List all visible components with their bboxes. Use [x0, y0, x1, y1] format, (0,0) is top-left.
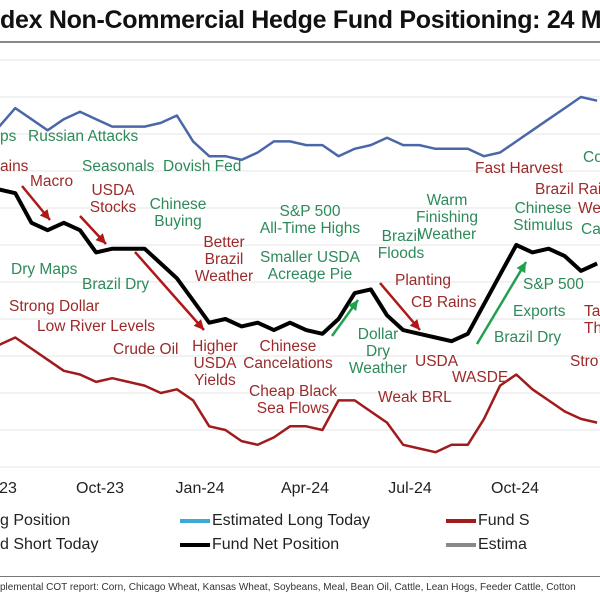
- legend-label: g Position: [0, 512, 71, 529]
- annotation-label: Chinese Stimulus: [513, 200, 573, 234]
- annotation-label: Brazil Floods: [377, 228, 425, 262]
- annotation-label: Higher USDA Yields: [192, 338, 238, 389]
- annotation-label: Brazil Dry: [494, 329, 562, 346]
- annotation-label: Ta Thr: [584, 303, 600, 337]
- annotation-label: Brazil Dry: [82, 276, 150, 293]
- x-tick-label: Apr-24: [280, 480, 330, 497]
- x-tick-label: Oct-23: [75, 480, 125, 497]
- annotation-label: Seasonals: [82, 158, 155, 175]
- annotation-label: We: [578, 200, 600, 217]
- legend-item: Fund Net Position: [180, 536, 339, 554]
- annotation-label: Chinese Buying: [149, 196, 207, 230]
- annotation-label: ps: [0, 128, 17, 145]
- legend-item: Estima: [446, 536, 527, 554]
- legend-item: Fund S: [446, 512, 530, 530]
- arrowhead-icon: [39, 209, 50, 220]
- annotation-label: Crude Oil: [113, 341, 179, 358]
- legend-label: Fund S: [478, 512, 530, 529]
- x-tick-label: Oct-24: [490, 480, 540, 497]
- arrowhead-icon: [193, 319, 204, 330]
- fund-short-line: [0, 336, 598, 454]
- annotation-label: Cheap Black Sea Flows: [249, 383, 337, 417]
- annotation-label: Cas: [581, 221, 600, 238]
- fund-net-position-line: [0, 187, 598, 344]
- down-arrow-icon: [379, 282, 421, 331]
- legend-swatch: [446, 519, 476, 523]
- annotation-label: USDA: [415, 353, 459, 370]
- legend-item: Estimated Long Today: [180, 512, 370, 530]
- x-tick-label: 23: [0, 480, 17, 497]
- legend-swatch: [446, 543, 476, 547]
- annotation-label: Dovish Fed: [163, 158, 242, 175]
- annotation-label: Macro: [30, 173, 74, 190]
- annotation-label: Smaller USDA Acreage Pie: [260, 249, 360, 283]
- legend-swatch: [180, 543, 210, 547]
- annotation-label: Stro: [570, 353, 599, 370]
- footer-note: plemental COT report: Corn, Chicago Whea…: [0, 582, 576, 593]
- legend-label: Fund Net Position: [212, 536, 340, 553]
- footer-divider: [0, 576, 600, 577]
- annotation-label: USDA Stocks: [89, 182, 137, 216]
- fund-long-line: [0, 95, 598, 162]
- annotation-label: Co: [583, 149, 600, 166]
- annotation-label: Weak BRL: [378, 389, 452, 406]
- down-arrow-icon: [134, 251, 205, 331]
- annotation-label: Dry Maps: [11, 261, 78, 278]
- annotation-label: Fast Harvest: [475, 160, 563, 177]
- annotation-label: WASDE: [452, 369, 509, 386]
- legend-label: d Short Today: [0, 536, 99, 553]
- annotation-label: Strong Dollar: [9, 298, 100, 315]
- x-tick-label: Jan-24: [175, 480, 225, 497]
- annotation-label: CB Rains: [411, 294, 477, 311]
- legend-label: Estima: [478, 536, 527, 553]
- legend-item: d Short Today: [0, 536, 98, 554]
- chart-title: dex Non-Commercial Hedge Fund Positionin…: [0, 6, 600, 34]
- arrowhead-icon: [95, 233, 106, 244]
- annotation-label: S&P 500: [523, 276, 584, 293]
- annotation-label: Low River Levels: [37, 318, 156, 335]
- annotation-label: Russian Attacks: [28, 128, 139, 145]
- annotation-label: S&P 500 All-Time Highs: [259, 203, 361, 237]
- arrowhead-icon: [409, 319, 420, 330]
- annotation-label: Better Brazil Weather: [194, 234, 254, 285]
- annotation-label: Dollar Dry Weather: [348, 326, 408, 377]
- annotation-label: Planting: [395, 272, 452, 289]
- x-tick-label: Jul-24: [388, 480, 432, 497]
- legend-item: g Position: [0, 512, 70, 530]
- arrowhead-icon: [516, 262, 526, 274]
- annotation-label: Exports: [513, 303, 566, 320]
- title-divider: [0, 41, 600, 43]
- up-arrow-icon: [475, 261, 528, 345]
- legend-label: Estimated Long Today: [212, 512, 371, 529]
- arrowhead-icon: [348, 300, 358, 312]
- legend-swatch: [180, 519, 210, 523]
- annotation-label: Brazil Rai: [535, 181, 600, 198]
- annotation-label: Warm Finishing Weather: [415, 192, 479, 243]
- annotation-label: ains: [0, 158, 29, 175]
- annotation-label: Chinese Cancelations: [243, 338, 333, 372]
